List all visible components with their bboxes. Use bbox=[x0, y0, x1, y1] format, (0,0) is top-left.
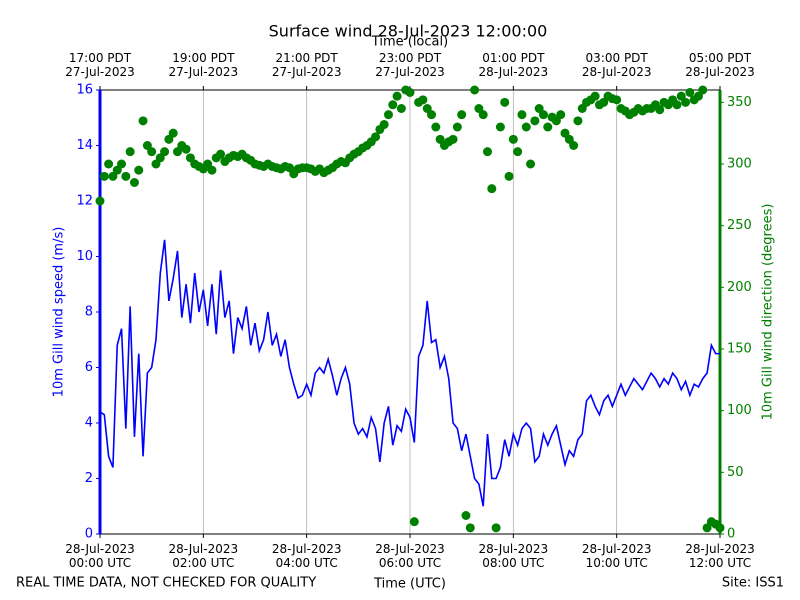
direction-point bbox=[483, 147, 492, 157]
x-tick-label: 28-Jul-2023 12:00 UTC bbox=[685, 542, 755, 570]
direction-point bbox=[573, 116, 583, 126]
y-tick-label: 14 bbox=[76, 138, 93, 153]
direction-point bbox=[457, 110, 467, 120]
x-tick-label: 28-Jul-2023 02:00 UTC bbox=[168, 542, 239, 570]
direction-point bbox=[168, 128, 178, 138]
x-tick-label: 28-Jul-2023 06:00 UTC bbox=[375, 542, 445, 570]
site: Site: ISS1 bbox=[722, 576, 784, 591]
direction-point bbox=[715, 523, 725, 533]
direction-point bbox=[95, 196, 105, 206]
direction-point bbox=[371, 132, 381, 142]
direction-point bbox=[129, 178, 139, 187]
direction-point bbox=[396, 104, 406, 113]
direction-point bbox=[125, 147, 135, 157]
direction-point bbox=[508, 134, 518, 144]
y-tick-label: 8 bbox=[85, 305, 93, 320]
direction-point bbox=[504, 171, 514, 181]
top-tick-label: 19:00 PDT 27-Jul-2023 bbox=[168, 51, 239, 79]
direction-point bbox=[513, 147, 523, 157]
direction-point bbox=[495, 122, 505, 132]
y2-tick-label: 50 bbox=[727, 465, 744, 480]
direction-point bbox=[138, 116, 148, 126]
y-axis-label: 10m Gill wind speed (m/s) bbox=[52, 227, 67, 398]
direction-point bbox=[117, 159, 127, 169]
direction-point bbox=[590, 91, 600, 101]
x-tick-label: 28-Jul-2023 04:00 UTC bbox=[271, 542, 342, 570]
y-tick-label: 2 bbox=[85, 471, 93, 486]
y2-tick-label: 0 bbox=[727, 527, 735, 542]
direction-point bbox=[388, 100, 398, 110]
direction-point bbox=[685, 87, 695, 97]
direction-point bbox=[569, 141, 579, 150]
direction-point bbox=[418, 95, 428, 105]
direction-point bbox=[500, 97, 510, 107]
direction-point bbox=[448, 134, 458, 144]
direction-point bbox=[538, 110, 548, 120]
direction-point bbox=[181, 144, 191, 154]
y2-tick-label: 250 bbox=[727, 218, 752, 233]
direction-point bbox=[383, 110, 393, 120]
y2-tick-label: 200 bbox=[727, 280, 752, 295]
direction-point bbox=[392, 91, 402, 101]
y-tick-label: 12 bbox=[76, 194, 93, 209]
direction-point bbox=[681, 97, 691, 107]
direction-point bbox=[134, 165, 144, 175]
direction-point bbox=[521, 122, 531, 132]
top-axis-label: Time (local) bbox=[371, 35, 448, 50]
y2-axis-label: 10m Gill wind direction (degrees) bbox=[761, 204, 776, 421]
note: REAL TIME DATA, NOT CHECKED FOR QUALITY bbox=[16, 576, 316, 591]
direction-point bbox=[409, 517, 419, 527]
x-axis-label: Time (UTC) bbox=[373, 577, 446, 592]
y2-tick-label: 150 bbox=[727, 342, 752, 357]
direction-point bbox=[612, 95, 622, 105]
direction-point bbox=[491, 523, 501, 533]
direction-point bbox=[465, 523, 475, 533]
direction-point bbox=[530, 116, 540, 126]
y-tick-label: 0 bbox=[85, 527, 93, 542]
direction-point bbox=[99, 171, 109, 181]
direction-point bbox=[121, 171, 131, 181]
direction-point bbox=[379, 120, 389, 130]
x-tick-label: 28-Jul-2023 08:00 UTC bbox=[478, 542, 549, 570]
x-tick-label: 28-Jul-2023 00:00 UTC bbox=[65, 542, 135, 570]
top-tick-label: 03:00 PDT 28-Jul-2023 bbox=[581, 51, 652, 79]
direction-point bbox=[487, 184, 497, 194]
direction-point bbox=[556, 110, 566, 120]
direction-point bbox=[478, 110, 488, 120]
direction-point bbox=[672, 100, 682, 110]
y2-tick-label: 350 bbox=[727, 95, 752, 110]
y2-tick-label: 100 bbox=[727, 403, 752, 418]
direction-point bbox=[216, 149, 226, 159]
direction-point bbox=[470, 85, 480, 95]
direction-point bbox=[147, 147, 157, 157]
y-tick-label: 4 bbox=[85, 416, 93, 431]
direction-point bbox=[431, 122, 441, 132]
top-tick-label: 17:00 PDT 27-Jul-2023 bbox=[65, 51, 135, 79]
y-tick-label: 6 bbox=[85, 360, 93, 375]
direction-point bbox=[517, 110, 527, 120]
direction-point bbox=[207, 165, 217, 175]
y2-tick-label: 300 bbox=[727, 157, 752, 172]
direction-point bbox=[452, 122, 462, 132]
direction-point bbox=[698, 85, 708, 95]
direction-point bbox=[526, 159, 536, 169]
top-tick-label: 23:00 PDT 27-Jul-2023 bbox=[375, 51, 445, 79]
direction-point bbox=[405, 87, 415, 97]
y-tick-label: 16 bbox=[76, 83, 93, 98]
top-tick-label: 05:00 PDT 28-Jul-2023 bbox=[685, 51, 755, 79]
speed-line bbox=[99, 239, 720, 507]
top-tick-label: 21:00 PDT 27-Jul-2023 bbox=[271, 51, 342, 79]
direction-point bbox=[160, 147, 170, 157]
direction-point bbox=[104, 159, 114, 169]
direction-point bbox=[655, 105, 665, 115]
x-tick-label: 28-Jul-2023 10:00 UTC bbox=[581, 542, 652, 570]
y-tick-label: 10 bbox=[76, 249, 93, 264]
chart-title: Surface wind 28-Jul-2023 12:00:00 bbox=[269, 22, 548, 41]
direction-point bbox=[543, 122, 553, 132]
top-tick-label: 01:00 PDT 28-Jul-2023 bbox=[478, 51, 549, 79]
direction-point bbox=[427, 110, 437, 120]
direction-point bbox=[461, 511, 471, 520]
